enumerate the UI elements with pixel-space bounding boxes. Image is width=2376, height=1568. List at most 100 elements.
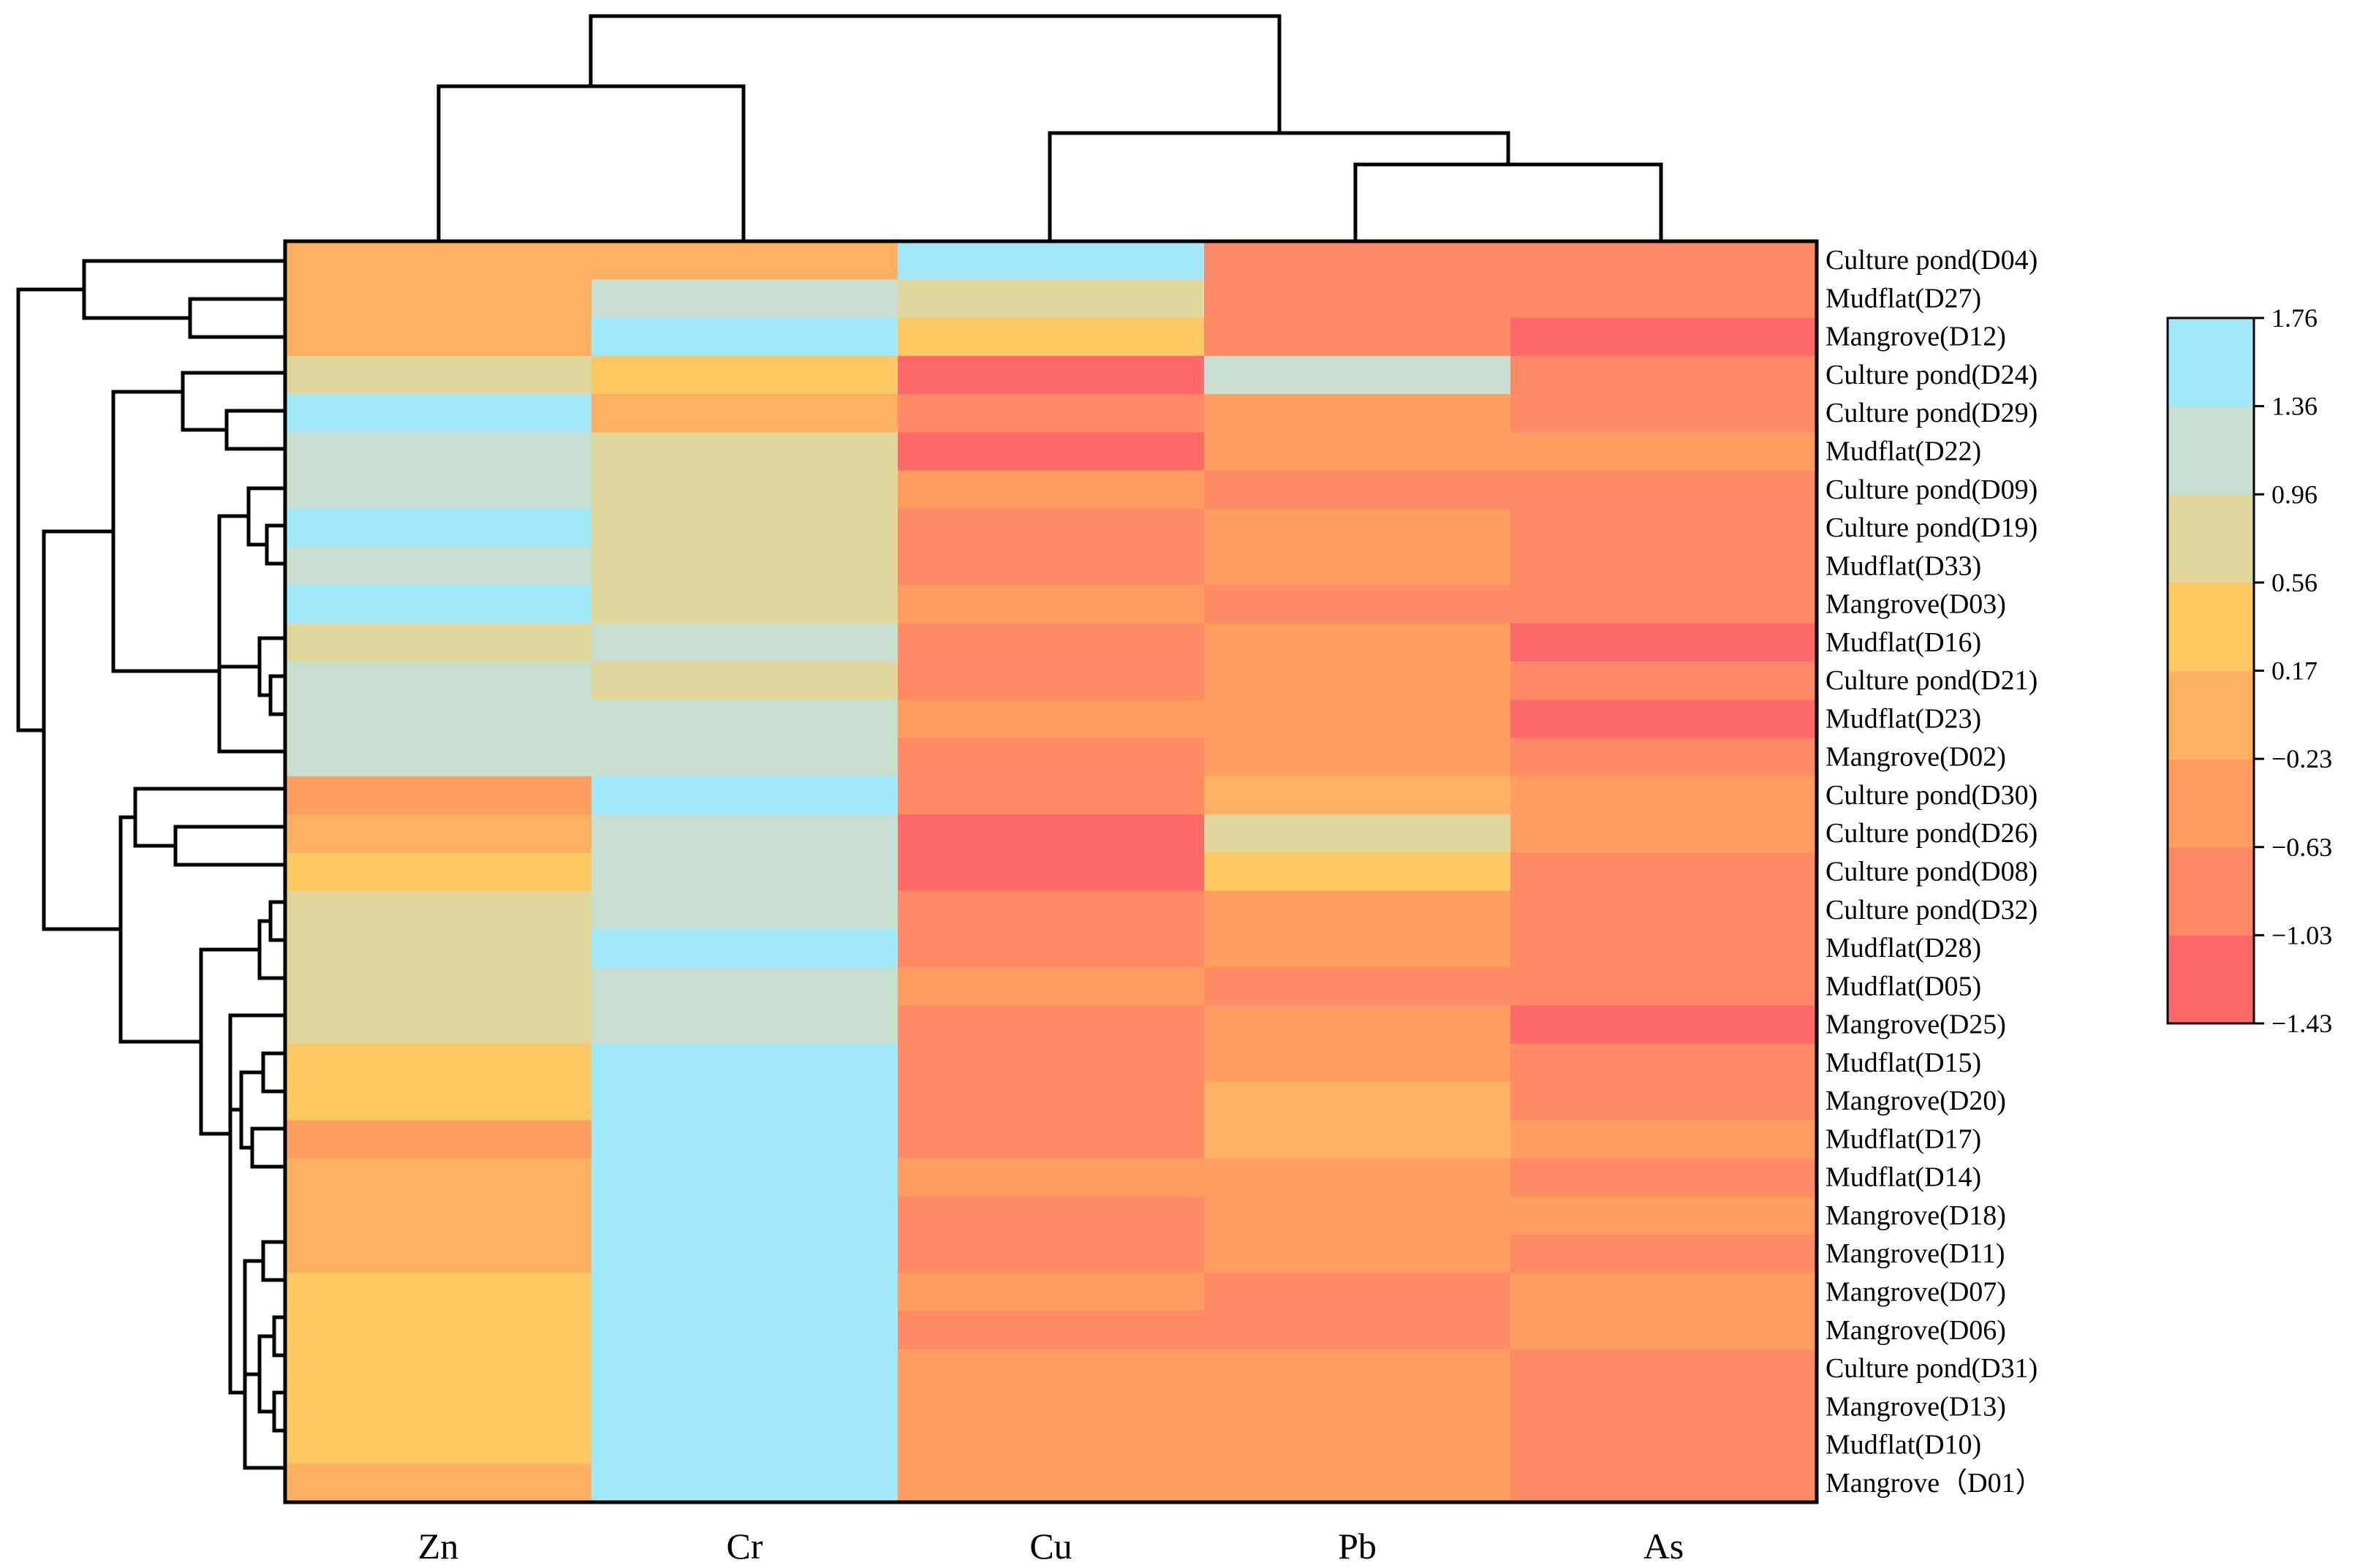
heatmap-cell (898, 355, 1205, 395)
row-label: Mudflat(D33) (1825, 550, 1981, 581)
heatmap-cell (591, 852, 898, 892)
row-dendro-link (250, 1126, 285, 1169)
heatmap-cell (1510, 1311, 1817, 1350)
heatmap-cell (898, 1387, 1205, 1427)
heatmap-cell (1510, 1158, 1817, 1197)
heatmap-cell (1510, 738, 1817, 777)
heatmap-cell (591, 241, 898, 280)
heatmap-cell (285, 241, 592, 280)
heatmap-cell (1510, 1043, 1817, 1083)
row-label: Culture pond(D19) (1825, 512, 2038, 543)
row-label: Mudflat(D28) (1825, 933, 1981, 963)
heatmap-cell (1510, 814, 1817, 853)
col-dendro-link-root (589, 14, 1282, 133)
heatmap-cells (285, 241, 1817, 1503)
heatmap-cell (1510, 700, 1817, 739)
heatmap-cell (591, 1273, 898, 1312)
heatmap-cell (285, 355, 592, 395)
heatmap-cell (1204, 1158, 1511, 1197)
row-label: Culture pond(D30) (1825, 780, 2038, 811)
colorbar-tick-label: 0.56 (2271, 568, 2318, 597)
col-dendro-link-pb-as (1353, 162, 1663, 241)
heatmap-cell (591, 738, 898, 777)
heatmap-cell (898, 1463, 1205, 1503)
row-label: Mudflat(D15) (1825, 1048, 1981, 1078)
heatmap-cell (591, 547, 898, 586)
heatmap-cell (1204, 738, 1511, 777)
heatmap-cell (898, 1120, 1205, 1159)
column-label: Zn (418, 1526, 459, 1567)
heatmap-cell (591, 1235, 898, 1273)
heatmap-cell (591, 814, 898, 853)
colorbar-band (2168, 494, 2254, 583)
colorbar-tick-label: −0.23 (2271, 744, 2332, 773)
heatmap-cell (591, 355, 898, 395)
row-dendro-link (268, 674, 285, 716)
colorbar-band (2168, 847, 2254, 936)
heatmap-cell (1204, 1425, 1511, 1465)
heatmap-cell (285, 1043, 592, 1083)
column-label: Cr (727, 1526, 763, 1567)
heatmap-cell (898, 967, 1205, 1007)
heatmap-cell (1510, 1005, 1817, 1045)
heatmap-cell (1204, 1235, 1511, 1273)
heatmap-cell (1204, 623, 1511, 662)
row-label: Mangrove(D12) (1825, 322, 2006, 352)
heatmap-cell (591, 700, 898, 739)
heatmap-cell (1510, 852, 1817, 892)
heatmap-cell (1510, 432, 1817, 471)
heatmap-cell (591, 928, 898, 968)
column-labels: Zn Cr Cu Pb As (418, 1526, 1684, 1567)
heatmap-cell (285, 1082, 592, 1121)
heatmap-cell (898, 1158, 1205, 1197)
heatmap-cell (591, 1311, 898, 1350)
heatmap-cell (1204, 776, 1511, 815)
heatmap-cell (285, 928, 592, 968)
row-label: Mangrove(D11) (1825, 1238, 2005, 1269)
heatmap-cell (591, 967, 898, 1007)
heatmap-cell (1204, 508, 1511, 548)
colorbar-tick-label: 1.76 (2271, 303, 2318, 333)
heatmap-cell (1510, 1349, 1817, 1388)
heatmap-cell (1510, 1235, 1817, 1273)
heatmap-cell (1510, 623, 1817, 662)
row-label: Mangrove(D18) (1825, 1200, 2006, 1231)
heatmap-cell (1204, 279, 1511, 319)
heatmap-cell (898, 623, 1205, 662)
colorbar-band (2168, 670, 2254, 760)
row-dendro-link (228, 1013, 285, 1251)
heatmap-cell (1204, 585, 1511, 624)
heatmap-cell (1204, 814, 1511, 853)
heatmap-cell (1510, 585, 1817, 624)
heatmap-cell (1510, 1425, 1817, 1465)
row-label: Mudflat(D16) (1825, 627, 1981, 658)
heatmap-cell (898, 1349, 1205, 1388)
heatmap-cell (591, 623, 898, 662)
row-dendro-link (224, 409, 285, 451)
row-dendro-link (265, 523, 285, 566)
row-label: Culture pond(D26) (1825, 818, 2038, 849)
heatmap-cell (1510, 547, 1817, 586)
heatmap-cell (591, 317, 898, 357)
heatmap-cell (285, 1158, 592, 1197)
heatmap-cell (1204, 967, 1511, 1007)
heatmap-cell (898, 317, 1205, 357)
heatmap-cell (591, 432, 898, 471)
row-dendrogram (16, 259, 285, 1470)
row-label: Mangrove(D25) (1825, 1010, 2006, 1040)
heatmap-cell (591, 470, 898, 510)
row-label: Culture pond(D21) (1825, 665, 2038, 696)
row-label: Mangrove(D13) (1825, 1391, 2006, 1422)
heatmap-cell (285, 1120, 592, 1159)
heatmap-cell (285, 1273, 592, 1312)
row-label: Culture pond(D24) (1825, 360, 2038, 390)
row-dendro-link (228, 1107, 245, 1395)
heatmap-cell (591, 890, 898, 930)
heatmap-cell (1204, 1311, 1511, 1350)
row-dendro-link (181, 371, 285, 432)
heatmap-cell (285, 317, 592, 357)
heatmap-cell (285, 623, 592, 662)
colorbar: 1.76 1.36 0.96 0.56 0.17 −0.23 −0.63 −1.03 −1.43 (2166, 303, 2332, 1038)
row-label: Mudflat(D14) (1825, 1162, 1981, 1193)
heatmap-cell (1204, 1043, 1511, 1083)
